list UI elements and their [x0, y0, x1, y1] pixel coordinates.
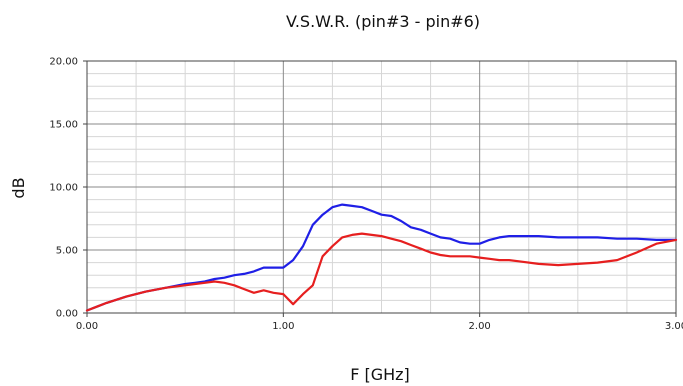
tick-layer: 0.00 1.00 2.00 3.00 0.00 5.00 10.00 15.00 20.00: [49, 57, 683, 333]
chart-title: V.S.W.R. (pin#3 - pin#6): [286, 12, 480, 31]
series-line-blue: [85, 203, 678, 312]
y-tick-label: 15.00: [49, 120, 78, 131]
x-axis-label: F [GHz]: [350, 365, 410, 384]
x-tick-label: 2.00: [469, 321, 491, 332]
y-axis-label: dB: [9, 177, 28, 198]
y-tick-label: 10.00: [49, 183, 78, 194]
grid-layer: [87, 61, 676, 313]
y-tick-label: 0.00: [56, 309, 78, 320]
y-tick-label: 20.00: [49, 57, 78, 68]
x-tick-label: 0.00: [76, 321, 98, 332]
series-line-red: [85, 232, 678, 312]
x-tick-label: 3.00: [665, 321, 683, 332]
y-tick-label: 5.00: [56, 246, 78, 257]
x-tick-label: 1.00: [272, 321, 294, 332]
series-layer: [85, 203, 678, 312]
